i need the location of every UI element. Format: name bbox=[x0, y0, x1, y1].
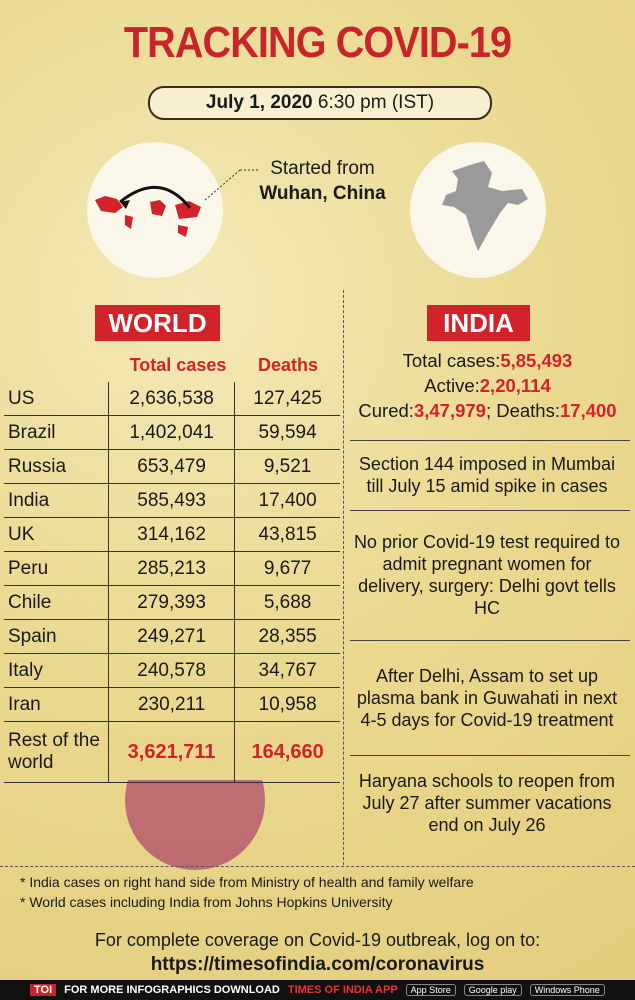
separator bbox=[350, 440, 630, 441]
cell-value: 34,767 bbox=[234, 653, 340, 688]
stat-label: Cured: bbox=[358, 400, 414, 421]
stat-value: 17,400 bbox=[560, 400, 617, 421]
country: Rest of the world bbox=[4, 721, 109, 783]
store-badge[interactable]: App Store bbox=[405, 984, 456, 996]
origin-line1: Started from bbox=[270, 158, 375, 179]
cell-value: 240,578 bbox=[107, 653, 236, 688]
coverage-url[interactable]: https://timesofindia.com/coronavirus bbox=[150, 954, 485, 975]
india-heading: INDIA bbox=[427, 305, 530, 341]
cell-value: 59,594 bbox=[234, 415, 340, 450]
separator bbox=[350, 640, 630, 641]
time: 6:30 pm (IST) bbox=[317, 92, 435, 113]
date: July 1, 2020 bbox=[205, 92, 313, 113]
cell-value: 285,213 bbox=[107, 551, 236, 586]
country: Iran bbox=[4, 687, 109, 722]
footnote: * India cases on right hand side from Mi… bbox=[20, 874, 474, 890]
stat-label: ; Deaths: bbox=[485, 400, 560, 421]
cell-value: 10,958 bbox=[234, 687, 340, 722]
table-row: India 585,493 17,400 bbox=[4, 483, 340, 518]
cell-value: 28,355 bbox=[234, 619, 340, 654]
table-row: Chile 279,393 5,688 bbox=[4, 585, 340, 620]
stat-label: Total cases: bbox=[402, 350, 501, 371]
news-item: Haryana schools to reopen from July 27 a… bbox=[358, 770, 616, 835]
cell-value: 2,636,538 bbox=[107, 382, 236, 416]
table-row: Rest of the world 3,621,711 164,660 bbox=[4, 721, 340, 783]
cell-value: 314,162 bbox=[107, 517, 236, 552]
stat-label: Active: bbox=[424, 375, 480, 396]
title: TRACKING COVID-19 bbox=[123, 18, 512, 67]
news-item: After Delhi, Assam to set up plasma bank… bbox=[356, 665, 618, 730]
country: UK bbox=[4, 517, 109, 552]
cell-value: 653,479 bbox=[107, 449, 236, 484]
news-item: Section 144 imposed in Mumbai till July … bbox=[358, 454, 616, 496]
cell-value: 249,271 bbox=[107, 619, 236, 654]
date-pill: July 1, 2020 6:30 pm (IST) bbox=[148, 86, 492, 120]
cell-value: 9,677 bbox=[234, 551, 340, 586]
footer-app: TIMES OF INDIA APP bbox=[287, 984, 398, 996]
coverage-text: For complete coverage on Covid-19 outbre… bbox=[94, 930, 541, 950]
country: Italy bbox=[4, 653, 109, 688]
divider bbox=[343, 290, 344, 865]
cell-value: 1,402,041 bbox=[107, 415, 236, 450]
table-row: Brazil 1,402,041 59,594 bbox=[4, 415, 340, 450]
table-row: UK 314,162 43,815 bbox=[4, 517, 340, 552]
stat-value: 3,47,979 bbox=[413, 400, 486, 421]
india-stat: Active:2,20,114 bbox=[345, 375, 630, 397]
separator bbox=[350, 510, 630, 511]
stat-value: 2,20,114 bbox=[479, 375, 551, 396]
footnote: * World cases including India from Johns… bbox=[20, 894, 393, 910]
stat-value: 5,85,493 bbox=[500, 350, 573, 371]
origin: Started from Wuhan, China bbox=[250, 156, 395, 206]
table-row: Peru 285,213 9,677 bbox=[4, 551, 340, 586]
cell-value: 127,425 bbox=[234, 382, 340, 416]
world-table: US 2,636,538 127,425 Brazil 1,402,041 59,594 R… bbox=[4, 382, 340, 783]
country: Chile bbox=[4, 585, 109, 620]
cell-value: 43,815 bbox=[234, 517, 340, 552]
country: Peru bbox=[4, 551, 109, 586]
table-row: Italy 240,578 34,767 bbox=[4, 653, 340, 688]
cell-value: 164,660 bbox=[234, 721, 340, 783]
table-row: US 2,636,538 127,425 bbox=[4, 382, 340, 416]
india-stat: Total cases:5,85,493 bbox=[345, 350, 630, 372]
separator bbox=[350, 755, 630, 756]
table-row: Iran 230,211 10,958 bbox=[4, 687, 340, 722]
store-badge[interactable]: Google play bbox=[463, 984, 522, 996]
india-stat: Cured:3,47,979; Deaths:17,400 bbox=[345, 400, 630, 422]
maps bbox=[87, 142, 546, 278]
table-row: Russia 653,479 9,521 bbox=[4, 449, 340, 484]
column-header: Total cases bbox=[129, 355, 227, 375]
separator bbox=[0, 866, 635, 867]
country: India bbox=[4, 483, 109, 518]
news-item: No prior Covid-19 test required to admit… bbox=[353, 532, 621, 618]
origin-line2: Wuhan, China bbox=[259, 183, 386, 204]
store-badge[interactable]: Windows Phone bbox=[529, 984, 605, 996]
cell-value: 9,521 bbox=[234, 449, 340, 484]
cell-value: 5,688 bbox=[234, 585, 340, 620]
table-row: Spain 249,271 28,355 bbox=[4, 619, 340, 654]
footer-bar: TOI FOR MORE INFOGRAPHICS DOWNLOAD TIMES… bbox=[0, 980, 635, 1000]
brand: TOI bbox=[30, 984, 57, 996]
cell-value: 279,393 bbox=[107, 585, 236, 620]
cell-value: 17,400 bbox=[234, 483, 340, 518]
cell-value: 230,211 bbox=[107, 687, 236, 722]
country: US bbox=[4, 382, 109, 416]
cell-value: 3,621,711 bbox=[107, 721, 236, 783]
column-header: Deaths bbox=[257, 355, 319, 375]
world-heading: WORLD bbox=[95, 305, 220, 341]
footer-text: FOR MORE INFOGRAPHICS DOWNLOAD bbox=[64, 984, 280, 996]
country: Russia bbox=[4, 449, 109, 484]
cell-value: 585,493 bbox=[107, 483, 236, 518]
country: Spain bbox=[4, 619, 109, 654]
virus-image bbox=[125, 780, 265, 870]
country: Brazil bbox=[4, 415, 109, 450]
